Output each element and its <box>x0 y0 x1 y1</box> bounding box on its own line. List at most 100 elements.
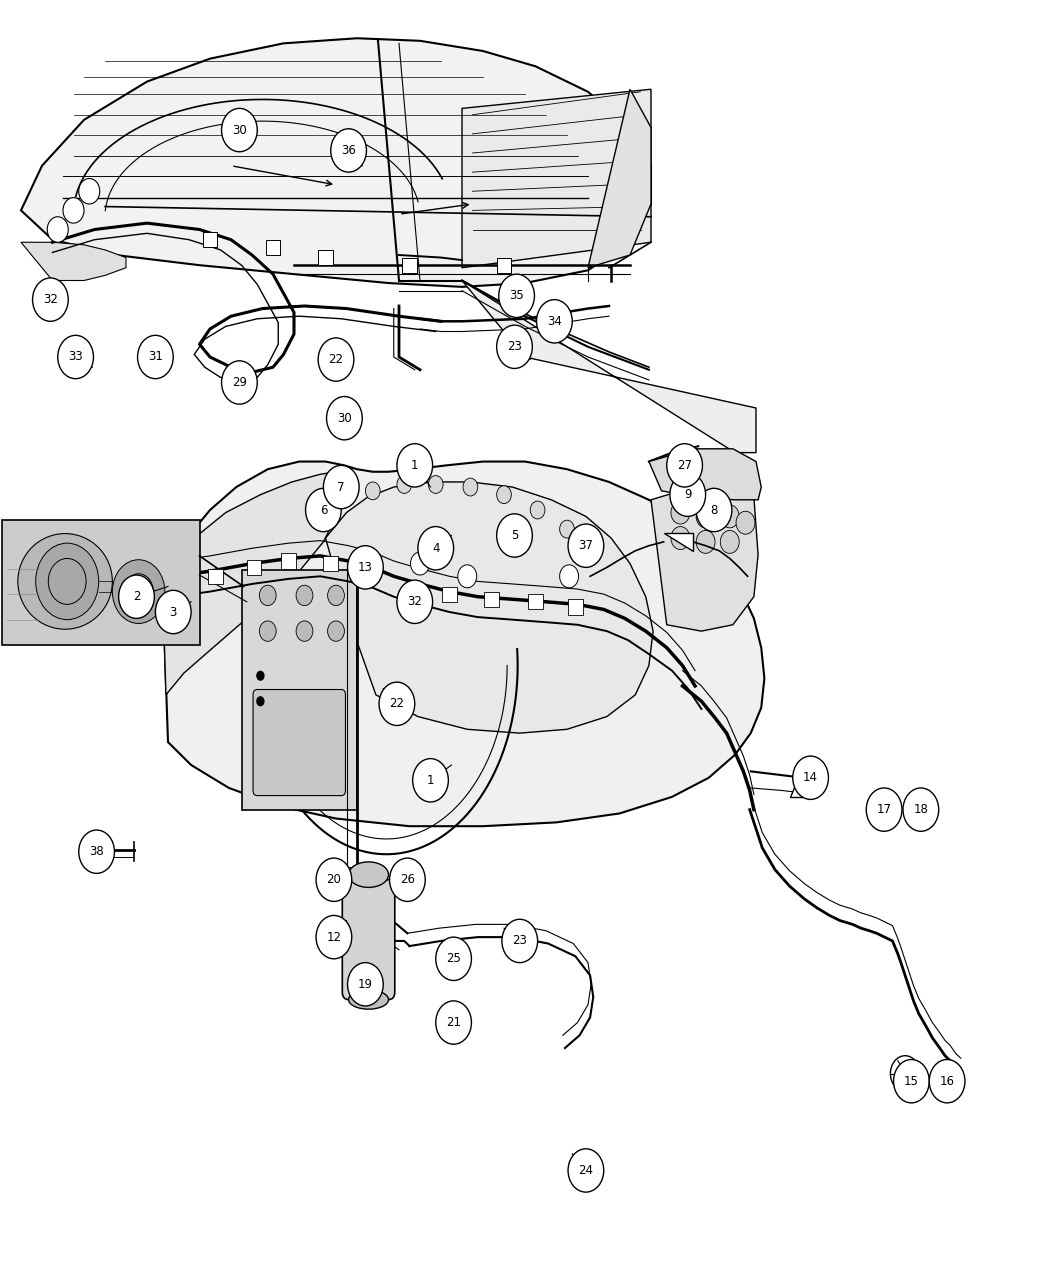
Circle shape <box>537 300 572 343</box>
Circle shape <box>328 585 344 606</box>
Text: 5: 5 <box>510 529 519 542</box>
Circle shape <box>365 482 380 500</box>
Circle shape <box>348 546 383 589</box>
Text: 6: 6 <box>319 504 328 516</box>
FancyBboxPatch shape <box>484 592 499 607</box>
FancyBboxPatch shape <box>2 520 200 645</box>
PathPatch shape <box>790 765 803 797</box>
Circle shape <box>583 542 597 560</box>
Circle shape <box>736 511 755 534</box>
Circle shape <box>306 488 341 532</box>
Circle shape <box>568 1149 604 1192</box>
PathPatch shape <box>163 472 344 695</box>
Circle shape <box>667 444 702 487</box>
Circle shape <box>331 129 366 172</box>
PathPatch shape <box>21 242 126 280</box>
FancyBboxPatch shape <box>247 560 261 575</box>
Circle shape <box>696 530 715 553</box>
Circle shape <box>428 476 443 493</box>
Text: 1: 1 <box>411 459 419 472</box>
Circle shape <box>458 565 477 588</box>
FancyBboxPatch shape <box>323 556 338 571</box>
Circle shape <box>670 473 706 516</box>
Circle shape <box>316 915 352 959</box>
Circle shape <box>138 335 173 379</box>
Circle shape <box>323 465 359 509</box>
FancyBboxPatch shape <box>442 586 457 602</box>
Text: 33: 33 <box>68 351 83 363</box>
Text: 19: 19 <box>358 978 373 991</box>
Circle shape <box>418 527 454 570</box>
Circle shape <box>397 444 433 487</box>
Circle shape <box>560 520 574 538</box>
Text: 27: 27 <box>677 459 692 472</box>
Text: 30: 30 <box>337 412 352 425</box>
Circle shape <box>397 476 412 493</box>
Circle shape <box>296 585 313 606</box>
Circle shape <box>256 671 265 681</box>
Circle shape <box>318 338 354 381</box>
Circle shape <box>259 621 276 641</box>
Circle shape <box>497 325 532 368</box>
Circle shape <box>48 558 86 604</box>
Circle shape <box>316 858 352 901</box>
Circle shape <box>379 682 415 725</box>
Circle shape <box>696 488 732 532</box>
Circle shape <box>530 501 545 519</box>
Text: 8: 8 <box>710 504 718 516</box>
Circle shape <box>502 919 538 963</box>
PathPatch shape <box>588 89 651 268</box>
FancyBboxPatch shape <box>568 599 583 615</box>
PathPatch shape <box>326 482 653 733</box>
Text: 37: 37 <box>579 539 593 552</box>
Circle shape <box>436 1001 471 1044</box>
Circle shape <box>328 621 344 641</box>
Circle shape <box>390 858 425 901</box>
Text: 31: 31 <box>148 351 163 363</box>
PathPatch shape <box>462 89 651 268</box>
Text: 23: 23 <box>507 340 522 353</box>
Circle shape <box>124 574 153 609</box>
Text: 22: 22 <box>329 353 343 366</box>
Circle shape <box>499 274 534 317</box>
Circle shape <box>58 335 93 379</box>
Text: 7: 7 <box>337 481 345 493</box>
FancyBboxPatch shape <box>266 240 280 255</box>
Text: 38: 38 <box>89 845 104 858</box>
Text: 16: 16 <box>940 1075 954 1088</box>
Circle shape <box>793 756 828 799</box>
Circle shape <box>413 759 448 802</box>
FancyBboxPatch shape <box>402 258 417 273</box>
Text: 21: 21 <box>446 1016 461 1029</box>
Circle shape <box>696 505 715 528</box>
PathPatch shape <box>664 533 693 551</box>
Circle shape <box>259 585 276 606</box>
Circle shape <box>348 963 383 1006</box>
Text: 26: 26 <box>400 873 415 886</box>
Text: 9: 9 <box>684 488 692 501</box>
Circle shape <box>866 788 902 831</box>
FancyBboxPatch shape <box>342 880 395 1000</box>
Text: 32: 32 <box>43 293 58 306</box>
Circle shape <box>222 361 257 404</box>
Text: 24: 24 <box>579 1164 593 1177</box>
Text: 20: 20 <box>327 873 341 886</box>
Circle shape <box>463 478 478 496</box>
Circle shape <box>903 788 939 831</box>
Ellipse shape <box>349 862 388 887</box>
Text: 4: 4 <box>432 542 440 555</box>
Text: 17: 17 <box>877 803 891 816</box>
Circle shape <box>256 696 265 706</box>
Circle shape <box>720 505 739 528</box>
Circle shape <box>720 530 739 553</box>
Circle shape <box>497 514 532 557</box>
Text: 36: 36 <box>341 144 356 157</box>
Text: 2: 2 <box>132 590 141 603</box>
Circle shape <box>568 524 604 567</box>
PathPatch shape <box>163 462 764 826</box>
Circle shape <box>497 486 511 504</box>
Text: 34: 34 <box>547 315 562 328</box>
Circle shape <box>436 937 471 980</box>
Circle shape <box>47 217 68 242</box>
Circle shape <box>79 179 100 204</box>
